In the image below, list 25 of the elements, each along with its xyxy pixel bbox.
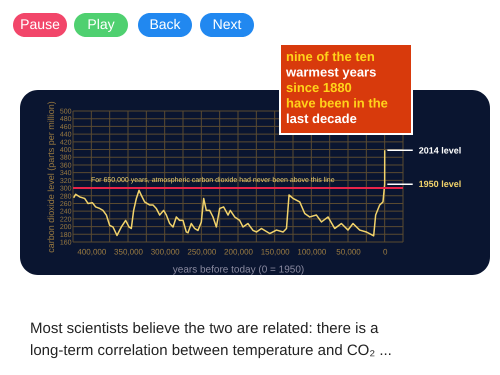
text: Play [87,16,115,32]
x-tick-label: 250,000 [187,248,217,256]
text: Next [212,16,242,32]
text: Most scientists believe the two are related: there is a [30,320,380,337]
text: since 1880 [286,80,352,95]
text: warmest years [285,64,376,80]
x-tick-label: 200,000 [224,248,254,256]
line-series [72,150,386,237]
x-tick-label: 400,000 [77,248,107,256]
annotation: 2014 level [418,145,462,156]
x-tick-label: 100,000 [297,248,327,256]
x-tick-label: 300,000 [150,248,180,256]
text: Back [149,16,182,32]
text: nine of the ten [286,49,375,64]
y-axis-title: carbon dioxide level (parts per million) [46,101,56,253]
annotation: last decade [286,111,357,126]
annotation: 1950 level [418,179,462,190]
text: long-term correlation between temperature and CO₂ ... [30,342,392,359]
text: have been in the [286,96,388,110]
text: Pause [20,16,60,32]
x-tick-label: 350,000 [114,248,144,256]
x-axis-title: years before today (0 = 1950) [172,264,304,276]
x-tick-label: 150,000 [260,248,290,256]
x-tick-label: 0 [382,248,388,256]
x-tick-label: 50,000 [336,248,362,256]
